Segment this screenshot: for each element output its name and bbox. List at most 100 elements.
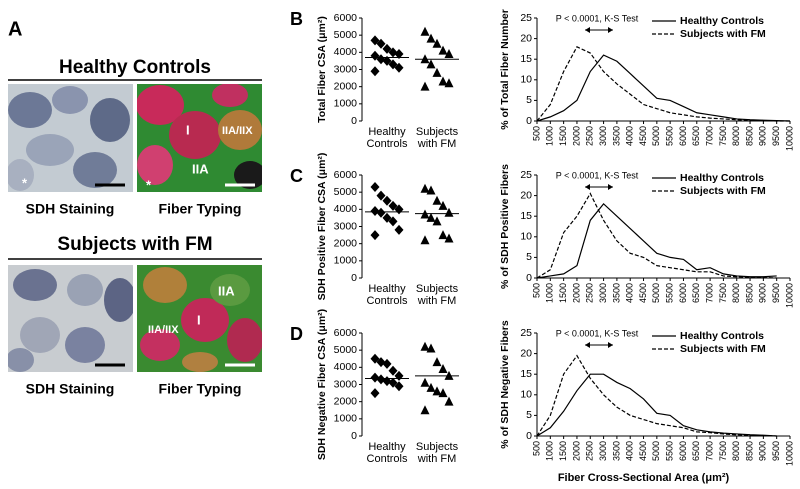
x-tick-label: 3000 — [598, 283, 608, 303]
y-tick-label: 4000 — [334, 46, 358, 58]
data-point — [432, 38, 442, 48]
y-axis-label: Total Fiber CSA (μm²) — [316, 16, 328, 123]
x-tick-label: 4500 — [638, 283, 648, 303]
data-point — [420, 405, 430, 415]
data-point — [370, 230, 380, 241]
x-tick-label: 6500 — [691, 126, 701, 146]
x-tick-label: 4000 — [625, 441, 635, 461]
x-tick-label: 7500 — [718, 283, 728, 303]
data-point — [444, 49, 454, 59]
category-label: Healthy Controls — [366, 126, 408, 150]
x-tick-label: 1000 — [545, 283, 555, 303]
y-axis-label: SDH Positive Fiber CSA (μm²) — [316, 153, 328, 301]
y-tick-label: 0 — [351, 272, 357, 284]
data-point — [438, 230, 448, 240]
y-tick-label: 0 — [351, 430, 357, 442]
data-point — [438, 200, 448, 210]
x-tick-label: 8000 — [731, 441, 741, 461]
data-point — [444, 233, 454, 243]
data-point — [426, 185, 436, 195]
category-label: Subjects with FM — [415, 283, 459, 307]
y-tick-label: 15 — [520, 368, 532, 380]
x-tick-label: 2000 — [571, 126, 581, 146]
y-axis-label: % of Total Fiber Number — [499, 9, 511, 130]
y-tick-label: 10 — [520, 74, 532, 86]
data-point — [426, 343, 436, 353]
data-point — [444, 78, 454, 88]
image-label: IIA — [192, 161, 209, 176]
x-tick-label: 5000 — [651, 126, 661, 146]
y-axis-label: SDH Negative Fiber CSA (μm²) — [316, 309, 328, 460]
data-point — [438, 364, 448, 374]
x-tick-label: 1000 — [545, 441, 555, 461]
x-tick-label: 5000 — [651, 283, 661, 303]
data-point — [370, 50, 380, 61]
x-axis-label: Fiber Cross-Sectional Area (μm²) — [558, 472, 730, 484]
y-tick-label: 6000 — [334, 327, 358, 339]
x-tick-label: 2500 — [585, 283, 595, 303]
x-tick-label: 6000 — [678, 283, 688, 303]
x-tick-label: 8000 — [731, 126, 741, 146]
data-point — [388, 59, 398, 70]
panel-label: D — [290, 324, 303, 344]
data-point — [370, 66, 380, 77]
y-tick-label: 25 — [520, 12, 532, 24]
y-tick-label: 2000 — [334, 395, 358, 407]
series-line — [536, 54, 791, 122]
series-line — [536, 373, 777, 437]
x-tick-label: 2500 — [585, 441, 595, 461]
y-tick-label: 20 — [520, 189, 532, 201]
data-point — [444, 207, 454, 217]
x-tick-label: 10000 — [784, 126, 794, 151]
x-tick-label: 9500 — [771, 441, 781, 461]
x-tick-label: 4000 — [625, 126, 635, 146]
y-tick-label: 1000 — [334, 98, 358, 110]
series-line — [536, 46, 790, 122]
image-caption: Fiber Typing — [159, 381, 242, 397]
y-axis-label: % of SDH Negative Fibers — [499, 320, 511, 449]
data-point — [370, 35, 380, 46]
legend-label: Healthy Controls — [680, 15, 764, 27]
series-line — [536, 202, 777, 279]
y-tick-label: 5 — [526, 409, 532, 421]
y-tick-label: 2000 — [334, 80, 358, 92]
category-label: Healthy Controls — [366, 283, 408, 307]
x-tick-label: 7000 — [704, 441, 714, 461]
data-point — [382, 55, 392, 66]
panel-label: B — [290, 9, 303, 29]
y-tick-label: 20 — [520, 32, 532, 44]
y-tick-label: 1000 — [334, 413, 358, 425]
data-point — [432, 386, 442, 396]
legend-label: Healthy Controls — [680, 330, 764, 342]
image-label: * — [22, 175, 28, 190]
data-point — [370, 353, 380, 364]
data-point — [382, 43, 392, 54]
x-tick-label: 5500 — [665, 283, 675, 303]
data-point — [420, 81, 430, 91]
data-point — [438, 76, 448, 86]
data-point — [420, 341, 430, 351]
data-point — [382, 195, 392, 206]
data-point — [438, 388, 448, 398]
data-point — [394, 381, 404, 392]
data-point — [388, 216, 398, 227]
x-tick-label: 3000 — [598, 441, 608, 461]
data-point — [382, 212, 392, 223]
y-tick-label: 10 — [520, 389, 532, 401]
y-tick-label: 10 — [520, 231, 532, 243]
x-tick-label: 10000 — [784, 441, 794, 466]
x-tick-label: 7500 — [718, 441, 728, 461]
legend-label: Healthy Controls — [680, 172, 764, 184]
y-tick-label: 3000 — [334, 220, 358, 232]
x-tick-label: 3500 — [611, 441, 621, 461]
y-tick-label: 15 — [520, 53, 532, 65]
x-tick-label: 4500 — [638, 441, 648, 461]
x-tick-label: 500 — [531, 126, 541, 141]
y-tick-label: 0 — [526, 430, 532, 442]
data-point — [444, 396, 454, 406]
data-point — [426, 33, 436, 43]
data-point — [388, 377, 398, 388]
x-tick-label: 7000 — [704, 126, 714, 146]
x-tick-label: 1000 — [545, 126, 555, 146]
data-point — [388, 200, 398, 211]
